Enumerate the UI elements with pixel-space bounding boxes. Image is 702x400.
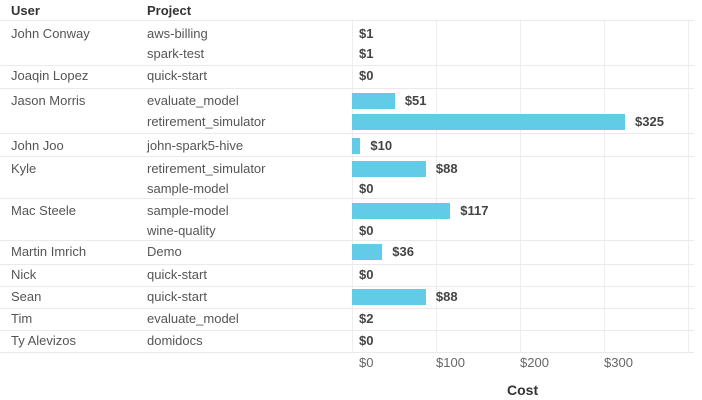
user-name: John Joo — [11, 138, 64, 153]
user-name: Joaqin Lopez — [11, 68, 89, 83]
header-project: Project — [147, 3, 192, 18]
gridline — [352, 20, 353, 352]
cost-value: $0 — [359, 181, 374, 196]
user-name: Jason Morris — [11, 93, 86, 108]
x-tick: $0 — [359, 355, 374, 370]
project-name: aws-billing — [147, 26, 208, 41]
cost-bar — [352, 138, 361, 154]
cost-bar — [352, 114, 625, 130]
cost-value: $88 — [435, 161, 458, 176]
user-name: Ty Alevizos — [11, 333, 77, 348]
user-name: Sean — [11, 289, 42, 304]
project-name: sample-model — [147, 181, 229, 196]
x-axis-label: Cost — [507, 382, 539, 398]
cost-value: $36 — [392, 244, 414, 259]
cost-value: $0 — [359, 68, 374, 83]
project-name: quick-start — [147, 289, 207, 304]
project-name: john-spark5-hive — [147, 138, 244, 153]
row-divider — [0, 352, 694, 353]
cost-value: $1 — [359, 46, 374, 61]
x-tick: $300 — [604, 355, 633, 370]
gridline — [604, 20, 605, 352]
cost-value: $10 — [370, 138, 393, 153]
row-divider — [0, 330, 694, 331]
cost-bar — [352, 289, 426, 305]
row-divider — [0, 65, 694, 66]
project-name: quick-start — [147, 267, 207, 282]
gridline — [688, 20, 689, 352]
project-name: spark-test — [147, 46, 205, 61]
cost-value: $1 — [359, 26, 374, 41]
row-divider — [0, 286, 694, 287]
project-name: quick-start — [147, 68, 207, 83]
row-divider — [0, 88, 694, 89]
project-name: wine-quality — [147, 223, 216, 238]
cost-value: $2 — [359, 311, 374, 326]
project-name: evaluate_model — [147, 93, 239, 108]
cost-value: $0 — [359, 333, 374, 348]
user-name: Nick — [11, 267, 37, 282]
user-name: Kyle — [11, 161, 37, 176]
header-user: User — [11, 3, 40, 18]
x-tick: $100 — [436, 355, 465, 370]
project-name: Demo — [147, 244, 182, 259]
user-name: Mac Steele — [11, 203, 77, 218]
project-name: retirement_simulator — [147, 114, 266, 129]
cost-bar — [352, 244, 383, 260]
cost-value: $0 — [359, 267, 374, 282]
x-tick: $200 — [520, 355, 549, 370]
gridline — [436, 20, 437, 352]
row-divider — [0, 20, 694, 21]
project-name: sample-model — [147, 203, 229, 218]
cost-bar — [352, 161, 426, 177]
cost-value: $88 — [435, 289, 458, 304]
cost-value: $51 — [404, 93, 427, 108]
project-name: domidocs — [147, 333, 203, 348]
project-name: evaluate_model — [147, 311, 239, 326]
user-name: John Conway — [11, 26, 90, 41]
user-name: Martin Imrich — [11, 244, 87, 259]
cost-value: $117 — [460, 203, 489, 218]
user-name: Tim — [11, 311, 33, 326]
row-divider — [0, 308, 694, 309]
cost-bar — [352, 203, 451, 219]
row-divider — [0, 156, 694, 157]
row-divider — [0, 133, 694, 134]
row-divider — [0, 198, 694, 199]
cost-value: $325 — [635, 114, 664, 129]
cost-value: $0 — [359, 223, 374, 238]
gridline — [520, 20, 521, 352]
project-name: retirement_simulator — [147, 161, 266, 176]
cost-bar — [352, 93, 395, 109]
row-divider — [0, 264, 694, 265]
row-divider — [0, 240, 694, 241]
